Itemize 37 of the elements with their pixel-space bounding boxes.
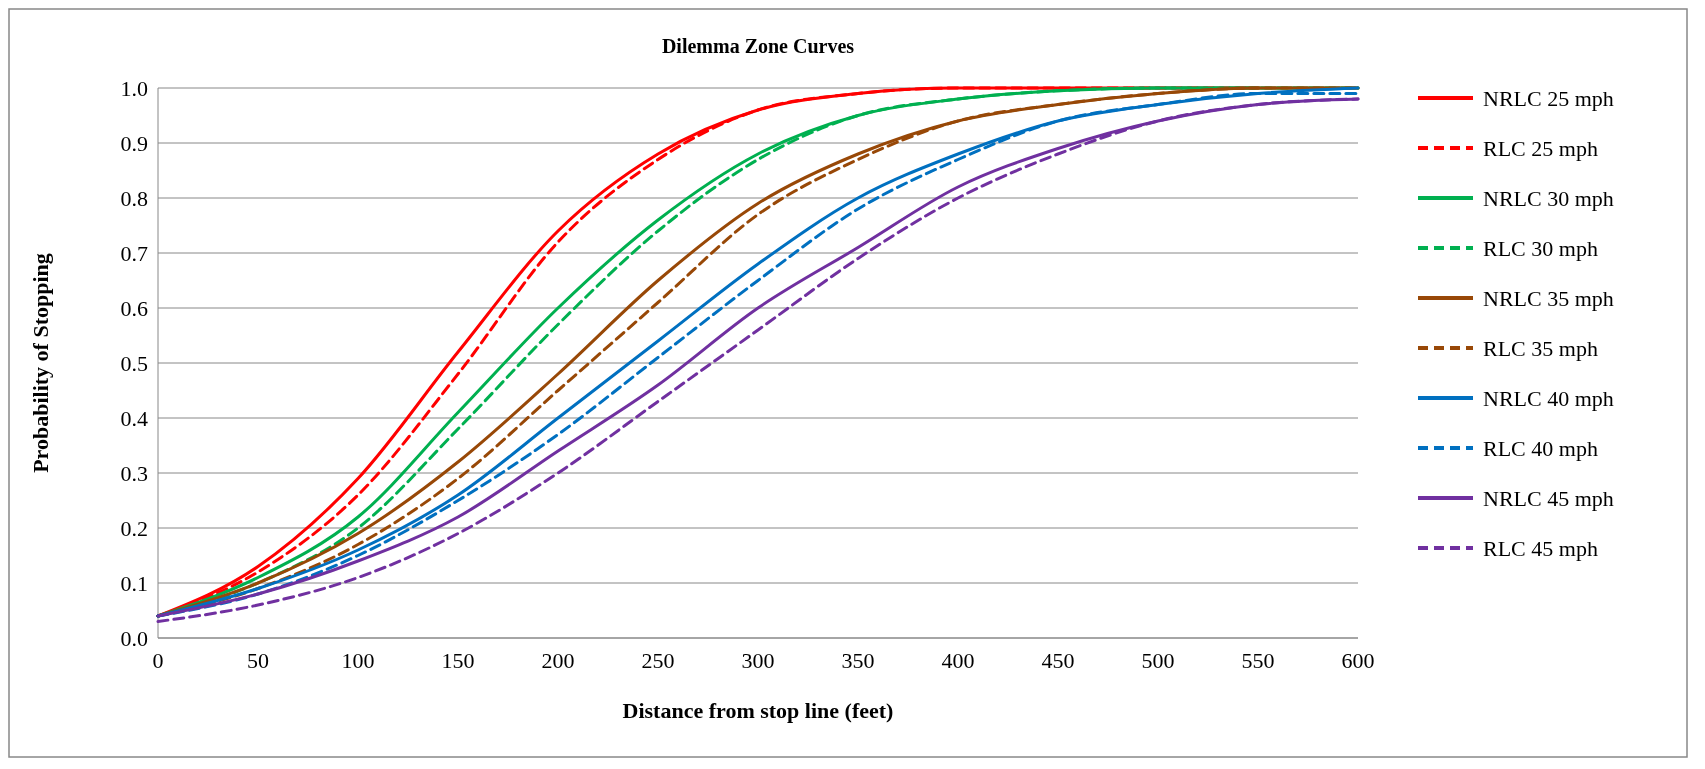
x-tick-label: 550 xyxy=(1241,648,1275,673)
y-tick-label: 0.3 xyxy=(120,460,148,486)
x-tick-label: 450 xyxy=(1041,648,1075,673)
y-tick-label: 0.1 xyxy=(120,570,148,596)
x-tick-label: 300 xyxy=(741,648,775,673)
legend-label: RLC 40 mph xyxy=(1483,435,1598,461)
x-tick-label: 0 xyxy=(152,648,164,673)
y-tick-label: 0.4 xyxy=(120,405,148,431)
x-tick-label: 400 xyxy=(941,648,975,673)
x-tick-label: 100 xyxy=(341,648,375,673)
legend-label: RLC 45 mph xyxy=(1483,535,1598,561)
y-tick-label: 0.7 xyxy=(120,240,148,266)
legend-label: RLC 35 mph xyxy=(1483,335,1598,361)
y-tick-label: 0.5 xyxy=(120,350,148,376)
chart-title: Dilemma Zone Curves xyxy=(661,35,855,57)
y-tick-label: 0.8 xyxy=(120,185,148,211)
x-tick-label: 500 xyxy=(1141,648,1175,673)
y-axis-title: Probability of Stopping xyxy=(28,253,53,473)
legend-label: NRLC 30 mph xyxy=(1483,185,1614,211)
x-tick-label: 150 xyxy=(441,648,475,673)
legend-label: RLC 25 mph xyxy=(1483,135,1598,161)
legend-label: NRLC 40 mph xyxy=(1483,385,1614,411)
x-tick-label: 600 xyxy=(1341,648,1375,673)
y-tick-label: 1.0 xyxy=(120,75,148,101)
x-tick-label: 200 xyxy=(541,648,575,673)
y-tick-label: 0.2 xyxy=(120,515,148,541)
legend-label: NRLC 25 mph xyxy=(1483,85,1614,111)
y-tick-label: 0.9 xyxy=(120,130,148,156)
legend-label: NRLC 45 mph xyxy=(1483,485,1614,511)
y-tick-label: 0.6 xyxy=(120,295,148,321)
x-axis-title: Distance from stop line (feet) xyxy=(622,698,894,723)
legend-label: RLC 30 mph xyxy=(1483,235,1598,261)
x-tick-label: 350 xyxy=(841,648,875,673)
y-tick-label: 0.0 xyxy=(120,625,148,651)
x-tick-label: 50 xyxy=(247,648,269,673)
x-tick-label: 250 xyxy=(641,648,675,673)
legend-label: NRLC 35 mph xyxy=(1483,285,1614,311)
